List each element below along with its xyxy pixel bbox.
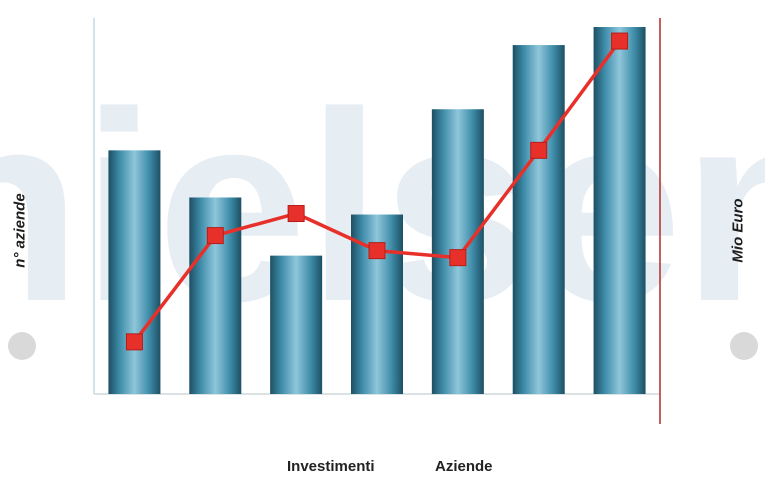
legend-item-aziende: Aziende bbox=[435, 458, 493, 475]
point-aziende bbox=[125, 333, 143, 351]
bar-investimenti bbox=[512, 45, 565, 395]
legend-item-investimenti: Investimenti bbox=[287, 458, 375, 475]
point-aziende bbox=[530, 141, 548, 159]
y-axis-label-right: Mio Euro bbox=[729, 198, 747, 263]
bar-investimenti bbox=[593, 27, 646, 395]
y-axis-label-left: n° aziende bbox=[11, 193, 29, 268]
bar-investimenti bbox=[108, 150, 161, 394]
point-aziende bbox=[368, 242, 386, 260]
bar-investimenti bbox=[189, 197, 242, 394]
point-aziende bbox=[611, 32, 629, 50]
point-aziende bbox=[287, 205, 305, 223]
point-aziende bbox=[206, 227, 224, 245]
line-series-aziende bbox=[125, 32, 629, 351]
watermark-dot-left bbox=[8, 332, 36, 360]
watermark-dot-right bbox=[730, 332, 758, 360]
point-aziende bbox=[449, 249, 467, 267]
bar-investimenti bbox=[270, 255, 323, 394]
